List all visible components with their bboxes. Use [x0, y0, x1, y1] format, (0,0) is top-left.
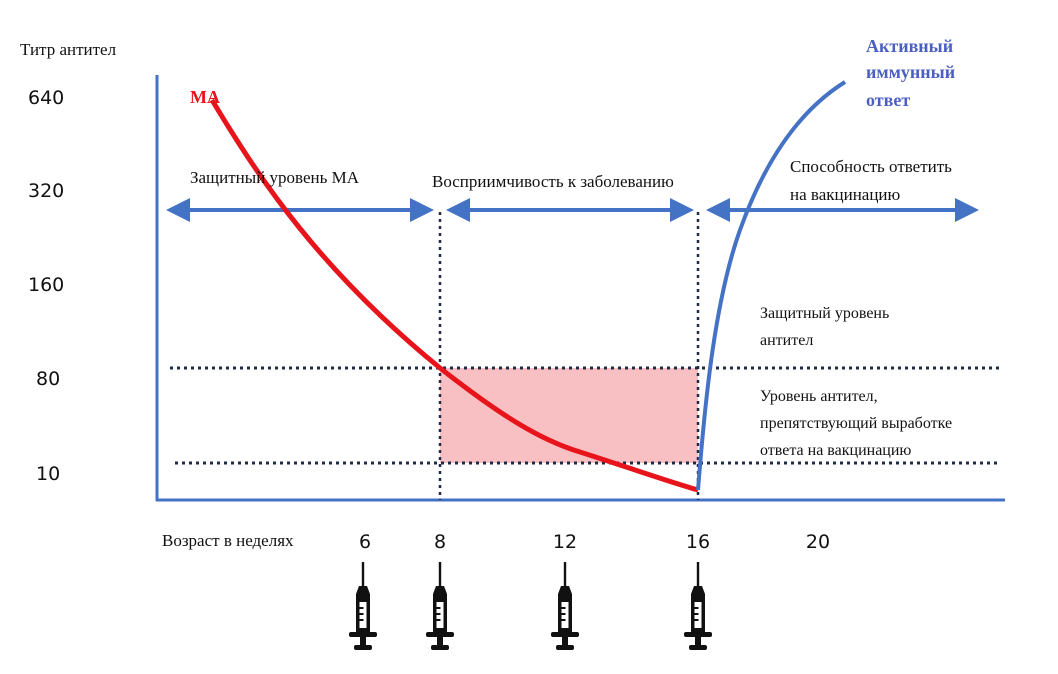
y-tick: 10	[36, 463, 60, 485]
protective-level-label: Защитный уровень	[760, 305, 889, 322]
susceptibility-label: Восприимчивость к заболеванию	[432, 172, 674, 191]
active-response-label: Активный	[866, 36, 953, 56]
interfering-level-label: Уровень антител,	[760, 388, 878, 405]
syringe-icon	[551, 562, 579, 650]
ability-label: на вакцинацию	[790, 185, 901, 204]
interfering-level-label: ответа на вакцинацию	[760, 442, 911, 459]
active-response-label: ответ	[866, 90, 910, 110]
x-tick: 6	[359, 531, 371, 553]
x-axis-title: Возраст в неделях	[162, 531, 294, 550]
y-tick: 640	[28, 87, 64, 109]
active-response-label: иммунный	[866, 62, 955, 82]
y-tick: 160	[28, 274, 64, 296]
syringe-icon	[426, 562, 454, 650]
syringe-icon	[684, 562, 712, 650]
x-tick: 20	[806, 531, 830, 553]
protective-level-label: антител	[760, 332, 813, 349]
interfering-level-label: препятствующий выработке	[760, 415, 952, 432]
active-response-curve	[696, 80, 847, 491]
syringe-icon	[349, 562, 377, 650]
x-tick: 8	[434, 531, 446, 553]
x-tick: 12	[553, 531, 577, 553]
protective-ma-label: Защитный уровень МА	[190, 168, 360, 187]
y-tick: 320	[28, 180, 64, 202]
y-tick: 80	[36, 368, 60, 390]
y-axis-title: Титр антител	[20, 40, 117, 59]
maternal-label: МА	[190, 87, 220, 107]
maternal-antibody-curve	[209, 98, 699, 493]
ability-label: Способность ответить	[790, 157, 952, 176]
x-tick: 16	[686, 531, 710, 553]
